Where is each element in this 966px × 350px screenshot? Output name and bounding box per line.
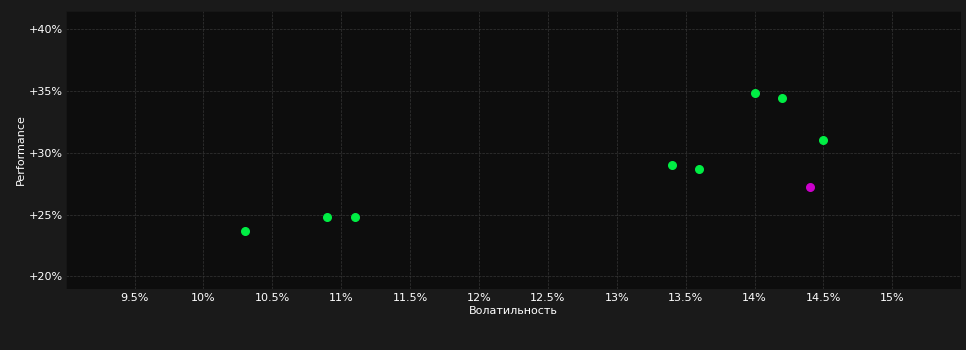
Point [802,184,817,190]
Point [747,91,762,96]
Point [237,228,252,233]
Point [347,214,362,220]
Y-axis label: Performance: Performance [16,114,26,185]
Point [665,162,680,168]
Point [692,166,707,172]
Point [815,138,831,143]
Point [775,96,790,101]
Point [320,214,335,220]
X-axis label: Волатильность: Волатильность [469,306,558,316]
